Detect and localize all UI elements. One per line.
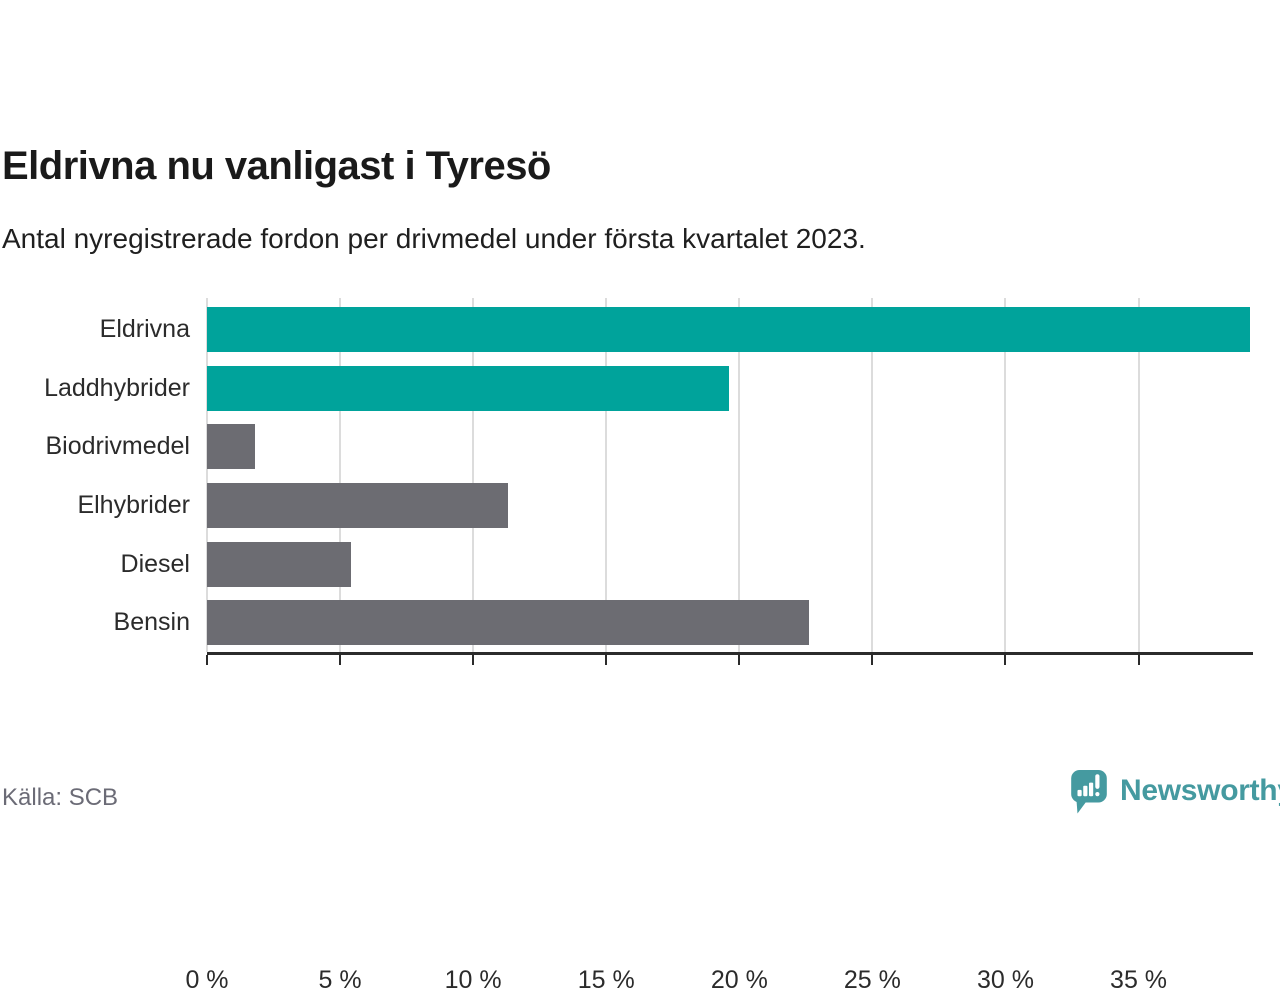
- category-label-elhybrider: Elhybrider: [77, 491, 190, 519]
- x-tick-label: 15 %: [577, 966, 635, 994]
- gridline: [472, 298, 475, 652]
- speech-bubble-bar-chart-icon: [1071, 770, 1107, 814]
- bar-biodrivmedel: [207, 424, 255, 470]
- chart-title: Eldrivna nu vanligast i Tyresö: [2, 144, 551, 188]
- x-tick-label: 20 %: [710, 966, 768, 994]
- gridline: [738, 298, 741, 652]
- chart-subtitle: Antal nyregistrerade fordon per drivmede…: [2, 223, 866, 254]
- axis-tick: [1004, 655, 1007, 665]
- chart-page: Eldrivna nu vanligast i Tyresö Antal nyr…: [0, 144, 1280, 994]
- x-tick-label: 10 %: [444, 966, 502, 994]
- axis-tick: [605, 655, 608, 665]
- category-label-eldrivna: Eldrivna: [99, 315, 190, 343]
- axis-tick: [738, 655, 741, 665]
- newsworthy-logo: Newsworthy: [1071, 770, 1280, 814]
- bar-bensin: [207, 600, 809, 646]
- gridline: [1004, 298, 1007, 652]
- plot-area: [206, 298, 1253, 655]
- x-tick-label: 5 %: [318, 966, 362, 994]
- category-label-laddhybrider: Laddhybrider: [44, 373, 190, 402]
- x-tick-label: 25 %: [843, 966, 901, 994]
- x-tick-label: 0 %: [185, 966, 229, 994]
- axis-tick: [206, 655, 208, 665]
- axis-tick: [1137, 655, 1140, 665]
- gridline: [206, 298, 208, 652]
- category-label-diesel: Diesel: [120, 549, 190, 578]
- gridline: [871, 298, 874, 652]
- bar-elhybrider: [207, 482, 508, 528]
- axis-tick: [871, 655, 874, 665]
- bar-chart: Eldrivna Laddhybrider Biodrivmedel Elhybrid…: [0, 298, 1256, 994]
- x-tick-label: 30 %: [976, 966, 1034, 994]
- source-note: Källa: SCB: [2, 784, 119, 811]
- category-label-bensin: Bensin: [113, 608, 190, 637]
- bar-laddhybrider: [207, 365, 729, 411]
- axis-tick: [339, 655, 342, 665]
- newsworthy-wordmark: Newsworthy: [1120, 774, 1280, 807]
- bar-eldrivna: [207, 306, 1251, 352]
- x-tick-label: 35 %: [1110, 966, 1168, 994]
- axis-tick: [472, 655, 475, 665]
- gridline: [339, 298, 342, 652]
- gridline: [1137, 298, 1140, 652]
- bar-diesel: [207, 541, 351, 587]
- category-label-biodrivmedel: Biodrivmedel: [45, 432, 190, 461]
- gridline: [605, 298, 608, 652]
